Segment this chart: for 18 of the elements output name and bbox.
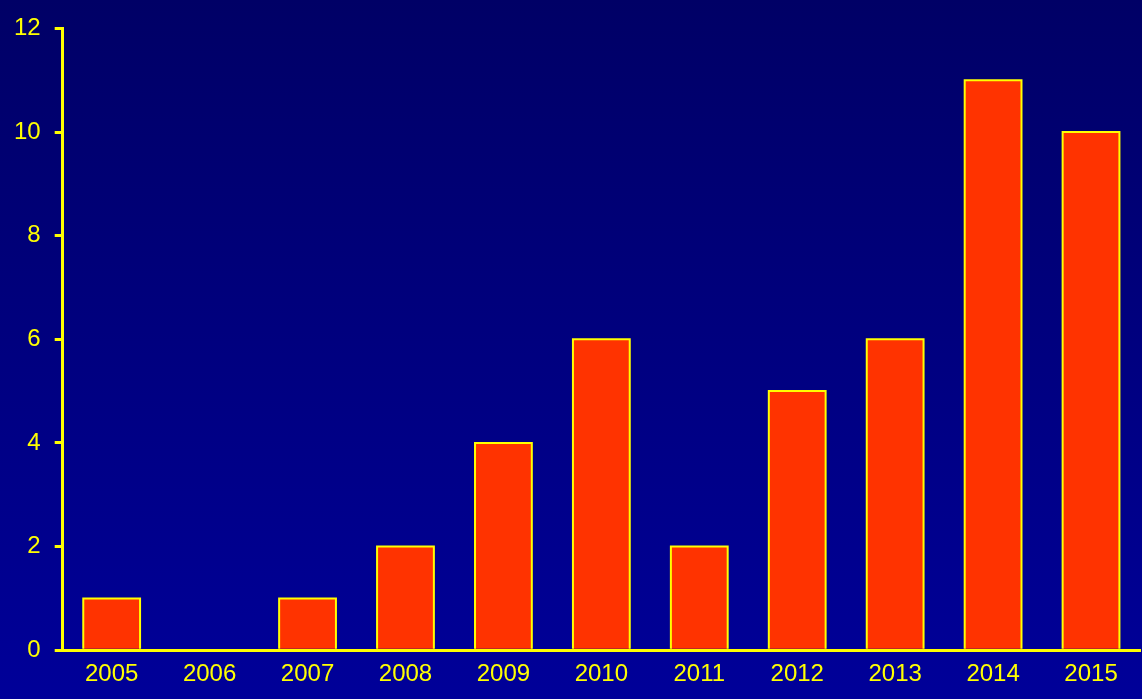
y-tick-label: 10	[13, 116, 41, 144]
x-tick-label: 2014	[966, 659, 1020, 687]
x-tick-label: 2015	[1064, 659, 1118, 687]
y-tick-label: 0	[27, 634, 41, 662]
x-tick-label: 2006	[182, 659, 237, 687]
x-tick-label: 2013	[868, 659, 922, 687]
x-tick-label: 2012	[770, 659, 824, 687]
y-tick-label: 12	[13, 13, 41, 41]
x-tick-label: 2009	[476, 659, 531, 687]
y-tick-label: 8	[27, 220, 41, 248]
x-tick-label: 2005	[84, 659, 139, 687]
y-tick-label: 4	[27, 427, 41, 455]
x-tick-label: 2008	[378, 659, 433, 687]
x-tick-label: 2011	[673, 659, 726, 687]
x-tick-label: 2010	[574, 659, 629, 687]
x-tick-label: 2007	[280, 659, 335, 687]
y-tick-label: 6	[27, 323, 41, 351]
y-tick-label: 2	[27, 531, 41, 559]
